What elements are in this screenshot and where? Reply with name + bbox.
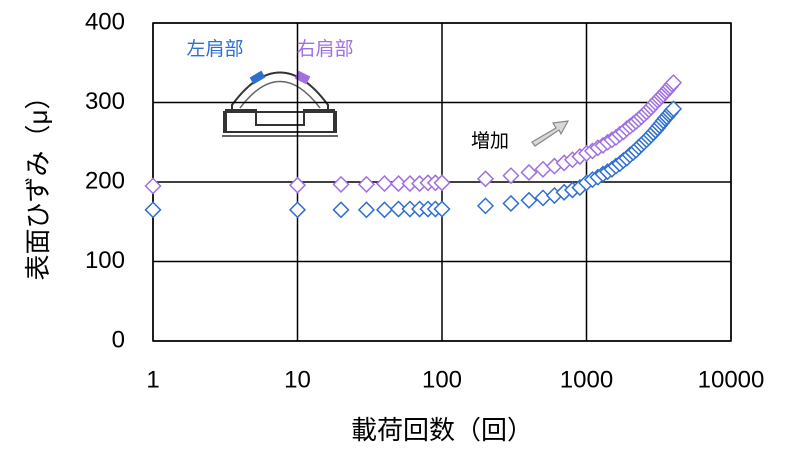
data-point — [332, 201, 350, 219]
x-tick-label: 10000 — [698, 366, 765, 393]
x-tick-label: 100 — [422, 366, 462, 393]
data-point — [502, 194, 520, 213]
x-tick-label: 10 — [284, 366, 311, 393]
annotation: 増加 — [471, 130, 509, 152]
y-tick-label: 300 — [85, 88, 125, 115]
y-tick-label: 100 — [85, 247, 125, 274]
data-point — [332, 175, 350, 193]
legend-label: 右肩部 — [296, 38, 353, 60]
data-point — [375, 175, 394, 193]
legend-label: 左肩部 — [186, 38, 243, 60]
data-point — [288, 201, 307, 219]
x-tick-label: 1000 — [560, 366, 613, 393]
x-axis-title: 載荷回数（回） — [351, 415, 533, 445]
data-point — [664, 100, 683, 118]
increase-arrow — [531, 120, 570, 147]
data-point — [375, 201, 394, 219]
data-point — [288, 176, 307, 194]
x-tick-label: 1 — [146, 366, 159, 393]
data-point — [502, 167, 520, 185]
data-point — [433, 174, 451, 192]
data-point — [357, 175, 376, 193]
data-point — [144, 177, 162, 195]
data-point — [389, 200, 408, 218]
data-point — [389, 175, 408, 193]
data-point — [144, 201, 162, 219]
data-point — [357, 201, 376, 219]
data-point — [476, 170, 495, 188]
y-axis-title: 表面ひずみ（μ） — [23, 84, 53, 281]
y-tick-label: 200 — [85, 167, 125, 194]
data-point — [433, 200, 451, 218]
y-tick-label: 400 — [85, 8, 125, 35]
data-point — [476, 197, 495, 215]
data-point — [664, 74, 683, 92]
data-point — [534, 189, 552, 207]
data-point — [520, 163, 538, 182]
y-tick-label: 0 — [112, 326, 125, 353]
data-point — [520, 191, 538, 209]
tunnel-diagram — [222, 70, 338, 137]
